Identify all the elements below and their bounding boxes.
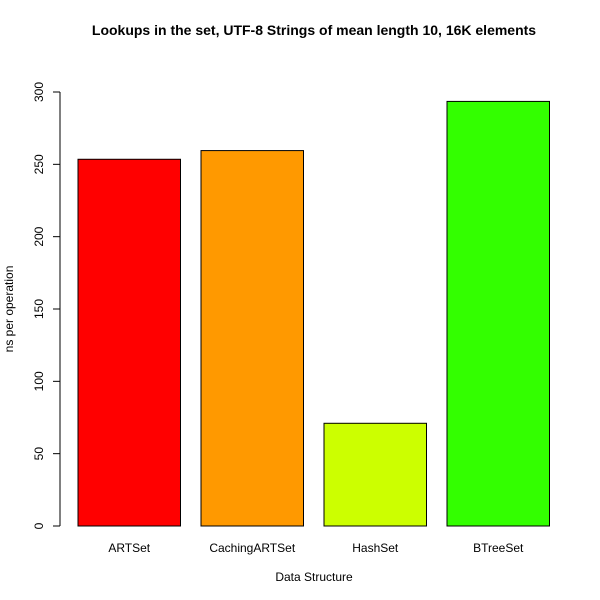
y-axis-label: ns per operation [2, 266, 16, 353]
x-tick-labels: ARTSet CachingARTSet HashSet BTreeSet [108, 541, 524, 555]
y-axis: 0 50 100 150 200 250 300 [32, 82, 61, 529]
x-axis-label: Data Structure [275, 570, 353, 584]
bar-hashset [323, 422, 427, 527]
y-tick-label-200: 200 [32, 226, 46, 246]
y-tick-label-300: 300 [32, 82, 46, 102]
x-tick-label-artset: ARTSet [108, 541, 150, 555]
bar-btreeset [446, 100, 550, 527]
chart-title: Lookups in the set, UTF-8 Strings of mea… [92, 22, 536, 38]
y-tick-label-250: 250 [32, 154, 46, 174]
x-tick-label-btreeset: BTreeSet [473, 541, 524, 555]
y-tick-label-150: 150 [32, 299, 46, 319]
bars-group [77, 100, 550, 527]
bar-artset [77, 158, 181, 527]
bar-cachingartset [200, 150, 304, 527]
x-tick-label-hashset: HashSet [352, 541, 399, 555]
y-tick-label-0: 0 [32, 522, 46, 529]
x-tick-label-cachingartset: CachingARTSet [209, 541, 295, 555]
y-tick-label-50: 50 [32, 447, 46, 461]
y-tick-label-100: 100 [32, 371, 46, 391]
